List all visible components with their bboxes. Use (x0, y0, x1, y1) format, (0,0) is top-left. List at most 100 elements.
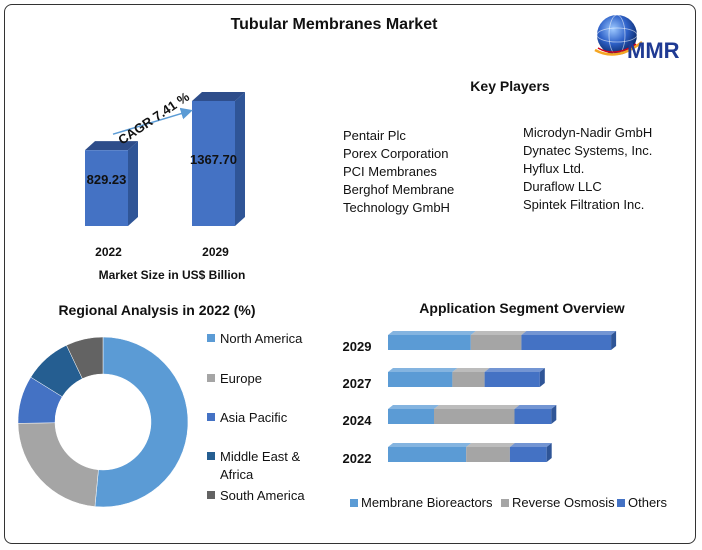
regional-title: Regional Analysis in 2022 (%) (58, 302, 255, 318)
bar-segment (466, 447, 510, 462)
key-player: Microdyn-Nadir GmbH (523, 125, 652, 140)
legend-swatch (350, 499, 358, 507)
bar-segment-top (452, 368, 490, 372)
bar-segment-top (521, 331, 617, 335)
bar-row-2024 (388, 405, 557, 424)
key-player: Spintek Filtration Inc. (523, 197, 644, 212)
bar-end-side (539, 368, 545, 387)
logo-text: MMR (627, 38, 680, 63)
regional-donut-chart (17, 336, 189, 508)
bar-front (85, 150, 128, 226)
legend-label: Others (628, 495, 668, 510)
legend-item: Middle East & Africa (207, 449, 301, 482)
bar-segment-top (484, 368, 545, 372)
legend-swatch (207, 374, 215, 382)
key-player: Porex Corporation (343, 146, 449, 161)
donut-slice-south-america (66, 336, 104, 379)
bar-2022 (85, 141, 138, 226)
bar-segment-top (388, 405, 439, 409)
bar-top (192, 91, 245, 101)
bar-value-label: 829.23 (87, 172, 127, 187)
legend-item: Membrane Bioreactors (350, 495, 493, 510)
logo: MMR (594, 14, 680, 63)
key-players-left: Pentair Plc Porex Corporation PCI Membrane… (343, 128, 454, 215)
cagr-label: CAGR 7.41 % (115, 89, 192, 148)
legend-swatch (501, 499, 509, 507)
legend-item: Others (617, 495, 668, 510)
bar-segment-top (470, 331, 527, 335)
bar-segment-top (388, 331, 476, 335)
cagr-arrow (112, 107, 193, 135)
bar-row-2022 (388, 443, 552, 462)
legend-label: Reverse Osmosis (512, 495, 615, 510)
legend-swatch (207, 452, 215, 460)
x-tick-label: 2022 (95, 245, 122, 259)
donut-slice-europe (17, 422, 99, 507)
bar-end-side (546, 443, 552, 462)
x-axis-label: Market Size in US$ Billion (99, 268, 246, 282)
application-legend: Membrane Bioreactors Reverse Osmosis Other… (350, 495, 668, 510)
legend-label: South America (220, 488, 305, 503)
legend-label: Middle East & (220, 449, 301, 464)
bar-segment-top (388, 368, 458, 372)
legend-swatch (207, 413, 215, 421)
application-title: Application Segment Overview (419, 300, 624, 316)
bar-segment (521, 335, 612, 350)
bar-segment (452, 372, 485, 387)
key-players-right: Microdyn-Nadir GmbH Dynatec Systems, Inc.… (523, 125, 652, 212)
bar-side (128, 141, 138, 226)
bar-row-2029 (388, 331, 617, 350)
key-player: PCI Membranes (343, 164, 437, 179)
bar-segment (388, 372, 453, 387)
legend-swatch (207, 491, 215, 499)
bar-segment (514, 409, 552, 424)
key-player: Duraflow LLC (523, 179, 602, 194)
bar-segment-top (466, 443, 515, 447)
globe-icon (594, 14, 643, 56)
bar-segment (509, 447, 547, 462)
legend-swatch (617, 499, 625, 507)
legend-item: North America (207, 331, 303, 346)
bar-end-side (611, 331, 617, 350)
y-tick-label: 2024 (343, 413, 373, 428)
bar-segment (470, 335, 522, 350)
market-size-chart: 829.23 2022 1367.70 2029 CAGR 7.41 % Market S… (85, 89, 245, 282)
bar-end-side (551, 405, 557, 424)
legend-label: Europe (220, 371, 262, 386)
legend-item: South America (207, 488, 305, 503)
bar-front (192, 100, 235, 226)
bar-segment-top (509, 443, 552, 447)
key-players-title: Key Players (470, 78, 550, 94)
key-player: Pentair Plc (343, 128, 406, 143)
page-title: Tubular Membranes Market (231, 16, 439, 33)
legend-label: Asia Pacific (220, 410, 288, 425)
y-tick-label: 2027 (343, 376, 372, 391)
bar-segment (434, 409, 515, 424)
legend-item: Europe (207, 371, 262, 386)
application-segment-chart: 2029 2027 2024 2022 (343, 331, 617, 466)
key-player: Technology GmbH (343, 200, 450, 215)
bar-segment-top (388, 443, 472, 447)
legend-swatch (207, 334, 215, 342)
bar-row-2027 (388, 368, 545, 387)
infographic-frame (4, 4, 696, 544)
bar-2029 (192, 91, 245, 226)
donut-slice-north-america (94, 336, 189, 508)
y-tick-label: 2029 (343, 339, 372, 354)
y-tick-label: 2022 (343, 451, 372, 466)
legend-label: Membrane Bioreactors (361, 495, 493, 510)
bar-side (235, 91, 245, 226)
regional-legend: North America Europe Asia Pacific Middle Ea… (207, 331, 305, 503)
bar-value-label: 1367.70 (190, 152, 237, 167)
bar-segment (388, 409, 434, 424)
bar-top (85, 141, 138, 151)
bar-segment (388, 335, 471, 350)
legend-label: North America (220, 331, 303, 346)
key-player: Hyflux Ltd. (523, 161, 584, 176)
legend-item: Reverse Osmosis (501, 495, 615, 510)
bar-segment-top (434, 405, 520, 409)
bar-segment (388, 447, 467, 462)
bar-segment-top (514, 405, 557, 409)
key-player: Berghof Membrane (343, 182, 454, 197)
